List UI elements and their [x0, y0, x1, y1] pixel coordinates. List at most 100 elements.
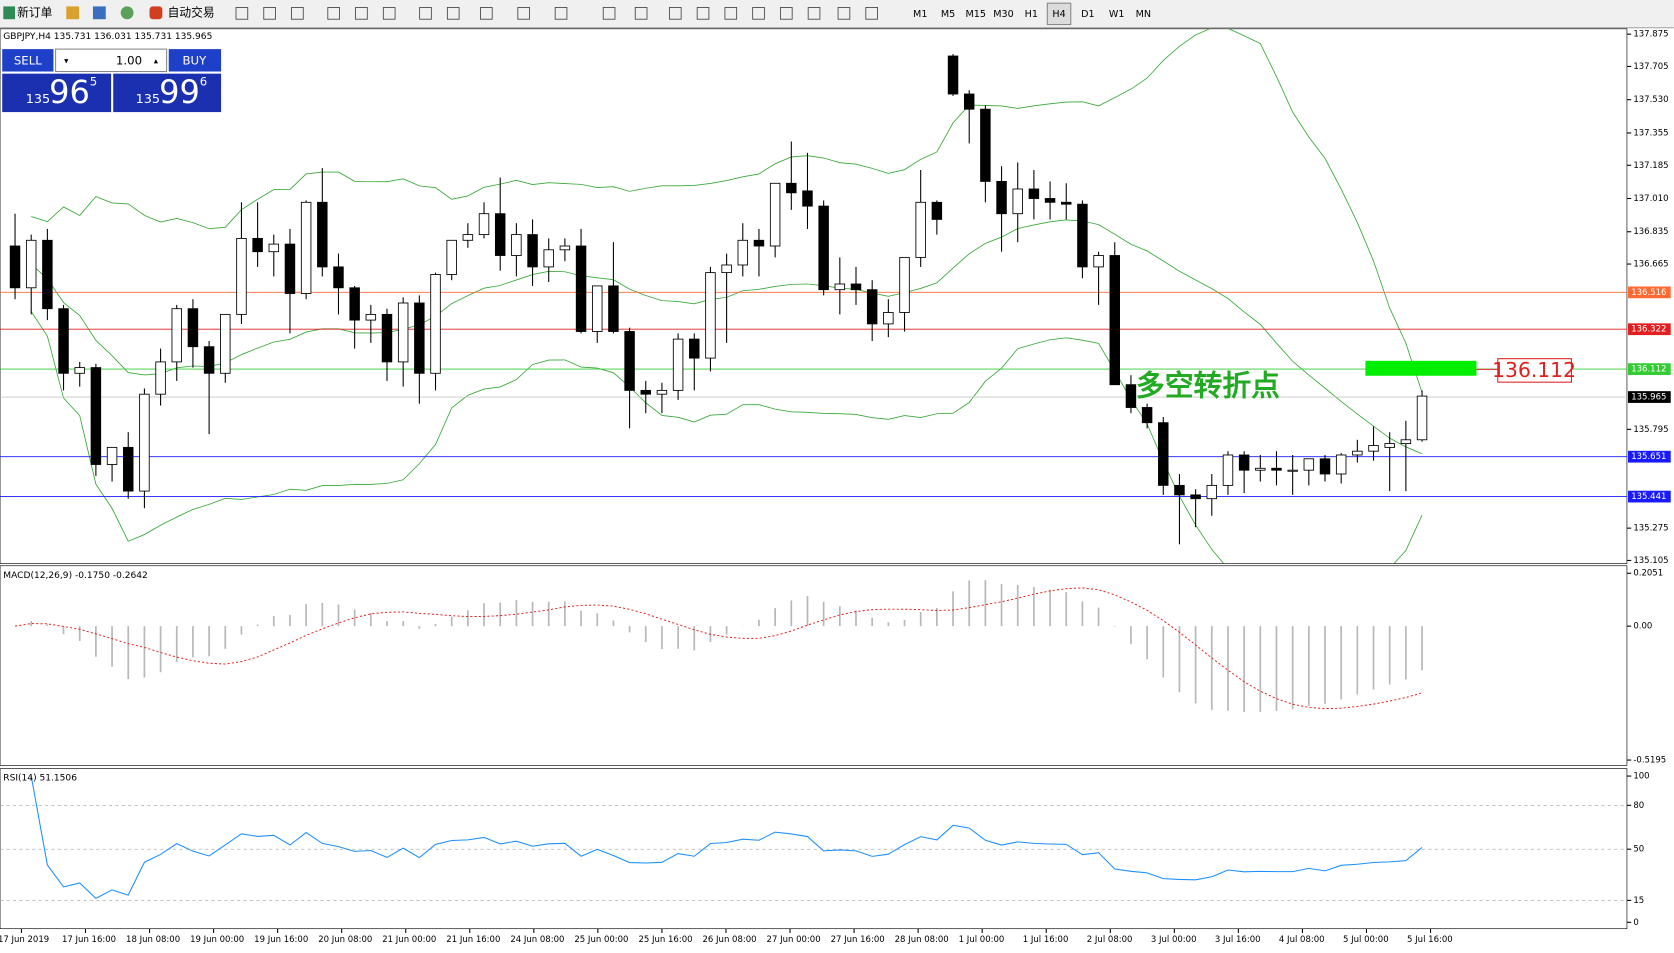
tool-icon[interactable] — [327, 7, 340, 20]
timeframe-button[interactable]: M15 — [966, 9, 987, 20]
new-order-button[interactable]: 新订单 — [17, 5, 52, 19]
bid-box[interactable] — [2, 73, 112, 113]
time-label: 2 Jul 08:00 — [1087, 935, 1133, 945]
tool-icon[interactable] — [235, 7, 249, 20]
timeframe-button[interactable]: M5 — [941, 9, 955, 20]
candle-body — [106, 446, 118, 465]
candle-body — [1174, 484, 1185, 496]
bid-prefix: 135 — [26, 92, 50, 107]
tool-icon[interactable] — [419, 7, 432, 20]
candle-body — [721, 264, 732, 274]
time-label: 28 Jun 08:00 — [895, 935, 949, 945]
time-label: 19 Jun 00:00 — [190, 935, 244, 945]
price-tick-label: 137.355 — [1633, 128, 1668, 138]
auto-trade-button[interactable]: 自动交易 — [168, 5, 215, 19]
sell-button[interactable] — [2, 49, 54, 72]
timeframe-active[interactable] — [1046, 2, 1072, 26]
candle-body — [203, 346, 215, 374]
candle-body — [1206, 484, 1218, 500]
macd-tick-label: 0.00 — [1633, 622, 1652, 632]
tool-icon[interactable] — [446, 7, 460, 20]
candle-body — [123, 446, 134, 492]
candle-body — [1125, 384, 1137, 408]
candle-body — [236, 237, 247, 315]
buy-label[interactable]: BUY — [182, 53, 207, 67]
macd-tick-label: -0.5195 — [1633, 756, 1666, 766]
price-tick-label: 137.875 — [1633, 30, 1668, 40]
lot-up[interactable]: ▴ — [154, 56, 159, 66]
lot-value[interactable]: 1.00 — [116, 53, 142, 67]
candle-body — [1044, 198, 1056, 203]
timeframe-button[interactable]: H1 — [1025, 9, 1038, 20]
time-label: 27 Jun 16:00 — [831, 935, 885, 945]
timeframe-button[interactable]: MN — [1136, 9, 1151, 20]
time-label: 1 Jul 00:00 — [959, 935, 1005, 945]
time-label: 3 Jul 00:00 — [1151, 935, 1197, 945]
candle-body — [1061, 201, 1072, 205]
tool-icon[interactable] — [807, 7, 821, 20]
tool-icon[interactable] — [263, 7, 276, 20]
candle-body — [543, 249, 554, 268]
rsi-tick-label: 80 — [1633, 801, 1644, 811]
buy-button[interactable] — [168, 49, 222, 72]
timeframe-button[interactable]: M30 — [993, 9, 1014, 20]
tool-icon[interactable] — [291, 7, 304, 20]
candle-body — [1335, 454, 1347, 475]
timeframe-button[interactable]: H4 — [1052, 9, 1065, 20]
annotation: 136.112 多空转折点 — [1136, 358, 1576, 403]
price-tick-label: 136.835 — [1633, 227, 1668, 237]
time-label: 21 Jun 00:00 — [382, 935, 436, 945]
timeframe-button[interactable]: M1 — [913, 9, 927, 20]
level-price-label: 135.965 — [1631, 393, 1666, 403]
candle-body — [737, 239, 749, 266]
candle-body — [1238, 454, 1250, 471]
time-label: 25 Jun 16:00 — [638, 935, 692, 945]
tool-icon[interactable] — [355, 7, 368, 20]
timeframe-button[interactable]: W1 — [1109, 9, 1125, 20]
ask-box[interactable] — [113, 73, 222, 113]
auto-trade-icon[interactable] — [149, 6, 163, 20]
icon[interactable] — [92, 6, 106, 20]
lot-down[interactable]: ▾ — [64, 56, 69, 66]
sell-label[interactable]: SELL — [14, 53, 42, 67]
tool-icon[interactable] — [865, 7, 878, 20]
toolbar-icons — [235, 7, 878, 20]
tool-icon[interactable] — [554, 7, 568, 20]
tool-icon[interactable] — [752, 7, 765, 20]
tool-icon[interactable] — [668, 7, 682, 20]
candle-body — [1303, 458, 1315, 471]
tool-icon[interactable] — [517, 7, 530, 20]
tool-icon[interactable] — [634, 7, 648, 20]
candle-body — [980, 108, 991, 182]
candle-body — [624, 331, 635, 391]
tool-icon[interactable] — [602, 7, 616, 20]
tool-icon[interactable] — [724, 7, 738, 20]
timeframe-button[interactable]: D1 — [1081, 9, 1094, 20]
tool-icon[interactable] — [837, 7, 851, 20]
new-order-icon[interactable] — [3, 6, 16, 20]
rsi-tick-label: 0 — [1633, 918, 1638, 928]
icon[interactable] — [66, 6, 80, 20]
candle-body — [802, 190, 813, 207]
candle-body — [511, 234, 522, 256]
time-label: 18 Jun 08:00 — [126, 935, 180, 945]
lot-input[interactable] — [55, 48, 168, 73]
tool-icon[interactable] — [779, 7, 793, 20]
candles — [9, 54, 1428, 545]
icon[interactable] — [120, 6, 134, 20]
candle-body — [608, 285, 619, 332]
candle-body — [462, 234, 474, 241]
bid-big: 96 — [49, 73, 90, 111]
candle-body — [155, 361, 166, 395]
candle-body — [90, 367, 102, 465]
candle-body — [220, 313, 231, 374]
level-price-box — [1628, 323, 1671, 336]
rsi-tick-label: 100 — [1633, 772, 1649, 782]
tool-icon[interactable] — [696, 7, 710, 20]
tool-icon[interactable] — [480, 7, 493, 20]
candle-body — [317, 201, 328, 268]
candle-body — [963, 93, 975, 110]
tool-icon[interactable] — [382, 7, 396, 20]
annotation-text: 多空转折点 — [1136, 368, 1280, 402]
